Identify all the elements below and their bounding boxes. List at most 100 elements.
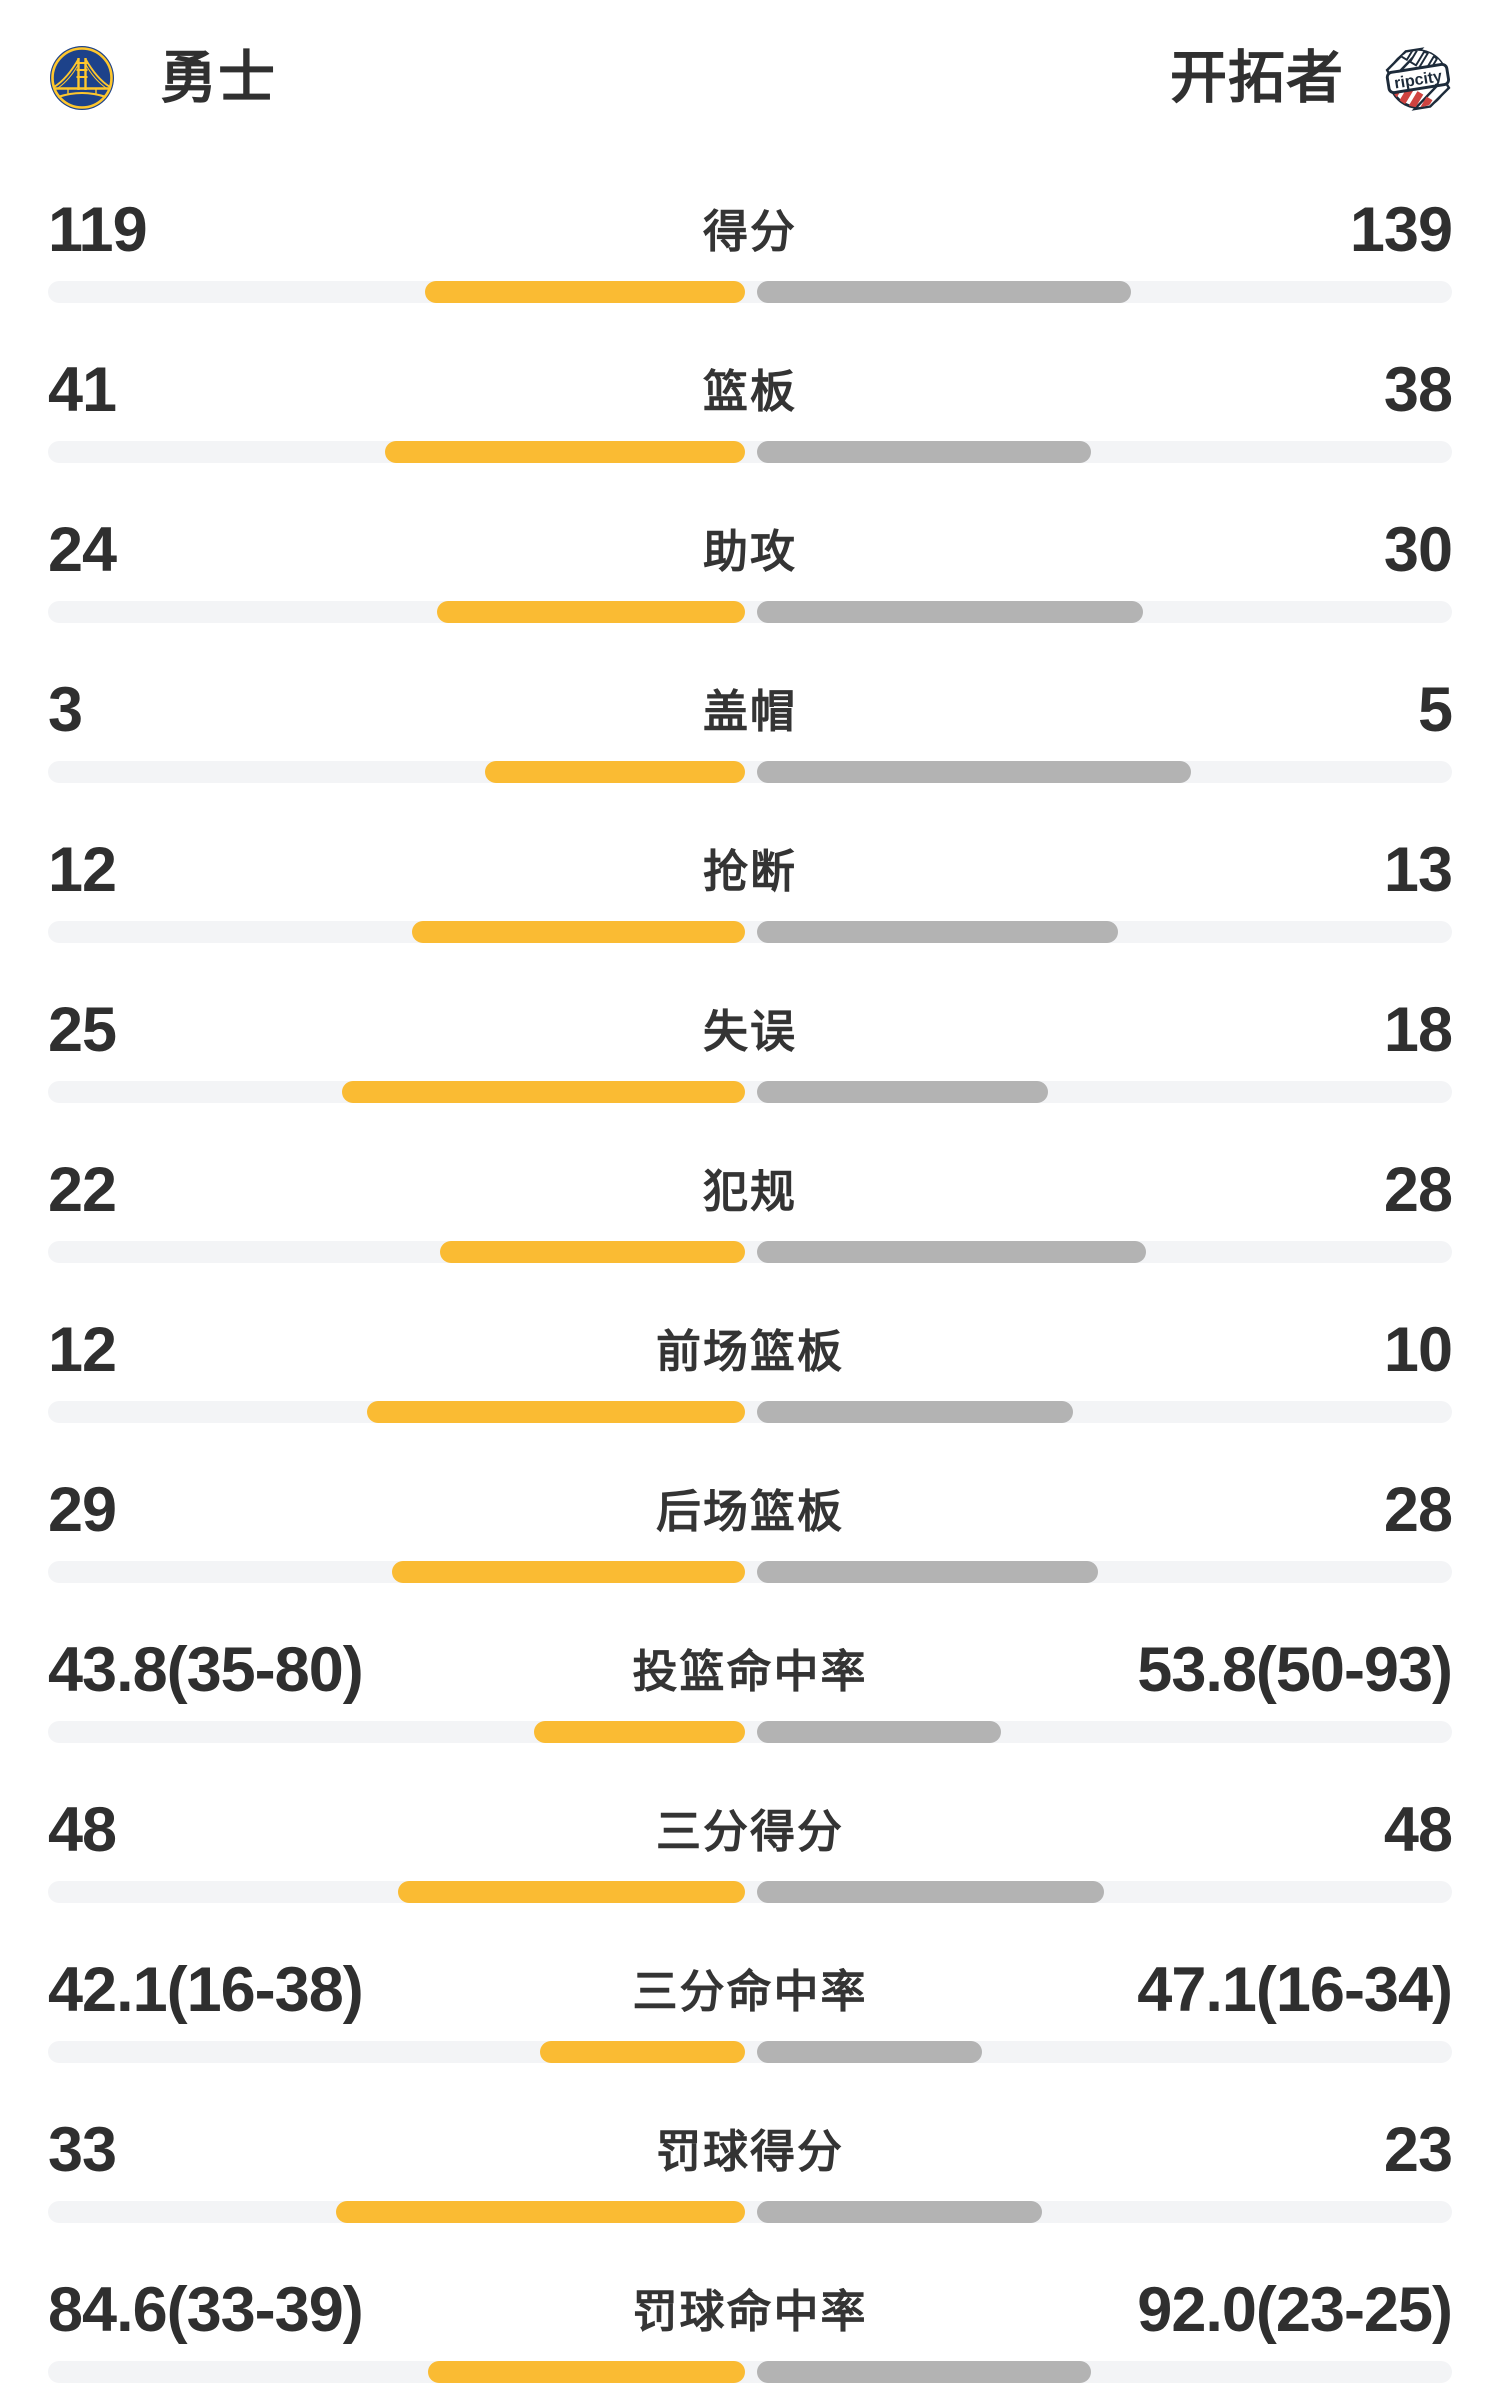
- home-stat-value: 43.8(35-80): [48, 1635, 364, 1705]
- away-stat-bar: [757, 761, 1191, 783]
- home-stat-value: 3: [48, 675, 83, 745]
- stat-label: 犯规: [702, 1166, 798, 1217]
- away-stat-bar: [757, 2041, 982, 2063]
- away-stat-value: 18: [1383, 995, 1453, 1065]
- home-stat-value: 25: [48, 995, 117, 1065]
- stat-row: 119 得分 139: [48, 186, 1453, 306]
- away-stat-value: 5: [1417, 675, 1453, 745]
- home-stat-value: 84.6(33-39): [48, 2275, 364, 2345]
- stat-row: 43.8(35-80) 投篮命中率 53.8(50-93): [48, 1626, 1453, 1746]
- stat-bar-track: [48, 1721, 1452, 1743]
- away-stat-bar: [757, 1561, 1098, 1583]
- home-stat-value: 48: [48, 1795, 117, 1865]
- home-stat-value: 22: [48, 1155, 117, 1225]
- home-stat-bar: [428, 2361, 745, 2383]
- away-stat-value: 47.1(16-34): [1137, 1955, 1453, 2025]
- home-stat-value: 42.1(16-38): [48, 1955, 364, 2025]
- home-stat-value: 119: [48, 195, 148, 265]
- home-stat-bar: [437, 601, 745, 623]
- away-stat-bar: [757, 1081, 1048, 1103]
- stat-bar-track: [48, 1241, 1452, 1263]
- warriors-logo-icon: [50, 46, 114, 110]
- away-stat-bar: [757, 1721, 1001, 1743]
- ripcity-logo-icon: ripcity: [1385, 46, 1451, 112]
- home-stat-value: 24: [48, 515, 117, 585]
- stat-row: 25 失误 18: [48, 986, 1453, 1106]
- stat-label: 后场篮板: [655, 1486, 845, 1537]
- stat-row: 48 三分得分 48: [48, 1786, 1453, 1906]
- away-stat-bar: [757, 1881, 1104, 1903]
- stat-bar-track: [48, 1881, 1452, 1903]
- stat-row: 12 抢断 13: [48, 826, 1453, 946]
- home-stat-bar: [336, 2201, 745, 2223]
- home-stat-bar: [367, 1401, 745, 1423]
- home-stat-bar: [342, 1081, 745, 1103]
- stat-label: 抢断: [702, 846, 798, 897]
- away-team: 开拓者: [1170, 42, 1452, 114]
- stat-bar-track: [48, 1561, 1452, 1583]
- stat-row: 84.6(33-39) 罚球命中率 92.0(23-25): [48, 2266, 1453, 2386]
- stat-bar-track: [48, 2361, 1452, 2383]
- stat-bar-track: [48, 761, 1452, 783]
- stat-label: 盖帽: [702, 686, 798, 737]
- stat-row: 3 盖帽 5: [48, 666, 1453, 786]
- stat-bar-track: [48, 2041, 1452, 2063]
- stat-label: 失误: [702, 1006, 798, 1057]
- stat-row: 33 罚球得分 23: [48, 2106, 1453, 2226]
- away-stat-value: 30: [1383, 515, 1453, 585]
- stat-label: 罚球命中率: [632, 2286, 868, 2337]
- home-stat-value: 41: [48, 355, 117, 425]
- home-stat-bar: [425, 281, 745, 303]
- away-stat-value: 28: [1383, 1155, 1453, 1225]
- home-stat-bar: [412, 921, 745, 943]
- stat-label: 三分得分: [655, 1806, 845, 1857]
- away-stat-value: 92.0(23-25): [1137, 2275, 1453, 2345]
- home-team-name: 勇士: [160, 46, 276, 110]
- away-stat-bar: [757, 441, 1091, 463]
- away-stat-bar: [757, 2201, 1042, 2223]
- stat-label: 篮板: [702, 366, 798, 417]
- home-stat-value: 12: [48, 835, 117, 905]
- home-stat-value: 29: [48, 1475, 117, 1545]
- stat-bar-track: [48, 1081, 1452, 1103]
- header: 勇士 开拓者: [48, 42, 1452, 114]
- stat-row: 41 篮板 38: [48, 346, 1453, 466]
- stat-row: 29 后场篮板 28: [48, 1466, 1453, 1586]
- home-stat-bar: [440, 1241, 745, 1263]
- away-stat-value: 53.8(50-93): [1137, 1635, 1453, 1705]
- away-stat-bar: [757, 921, 1118, 943]
- stat-bar-track: [48, 601, 1452, 623]
- stat-bar-track: [48, 281, 1452, 303]
- away-stat-value: 28: [1383, 1475, 1453, 1545]
- stat-row: 12 前场篮板 10: [48, 1306, 1453, 1426]
- stat-row: 42.1(16-38) 三分命中率 47.1(16-34): [48, 1946, 1453, 2066]
- home-stat-value: 33: [48, 2115, 117, 2185]
- stat-bar-track: [48, 441, 1452, 463]
- stat-label: 三分命中率: [632, 1966, 868, 2017]
- home-stat-bar: [398, 1881, 745, 1903]
- home-team: 勇士: [48, 42, 276, 114]
- away-stat-bar: [757, 1401, 1073, 1423]
- home-stat-bar: [485, 761, 745, 783]
- away-stat-value: 48: [1383, 1795, 1453, 1865]
- away-stat-bar: [757, 281, 1131, 303]
- stat-row: 22 犯规 28: [48, 1146, 1453, 1266]
- away-stat-bar: [757, 1241, 1146, 1263]
- stat-label: 得分: [702, 206, 798, 257]
- stat-label: 前场篮板: [655, 1326, 845, 1377]
- home-stat-bar: [385, 441, 745, 463]
- away-stat-value: 13: [1383, 835, 1453, 905]
- away-stat-bar: [757, 2361, 1091, 2383]
- stat-bar-track: [48, 1401, 1452, 1423]
- home-stat-value: 12: [48, 1315, 117, 1385]
- home-stat-bar: [534, 1721, 745, 1743]
- away-stat-value: 139: [1349, 195, 1453, 265]
- stat-label: 罚球得分: [655, 2126, 845, 2177]
- home-stat-bar: [392, 1561, 745, 1583]
- away-stat-bar: [757, 601, 1143, 623]
- stat-bar-track: [48, 2201, 1452, 2223]
- home-stat-bar: [540, 2041, 745, 2063]
- away-stat-value: 10: [1383, 1315, 1453, 1385]
- stat-row: 24 助攻 30: [48, 506, 1453, 626]
